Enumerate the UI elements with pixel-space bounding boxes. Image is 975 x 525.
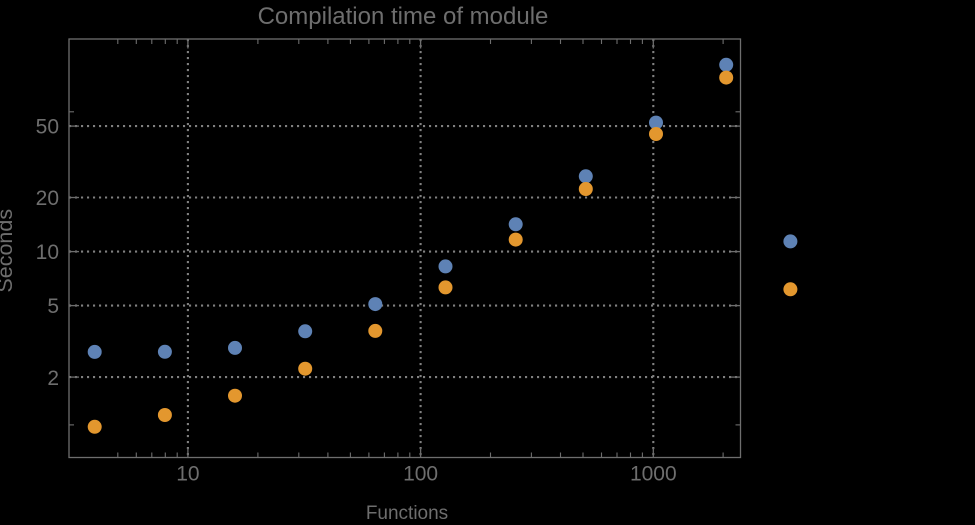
svg-text:1000: 1000 — [630, 463, 677, 486]
svg-text:20: 20 — [36, 187, 59, 210]
svg-text:5: 5 — [47, 295, 59, 318]
svg-text:Functions: Functions — [366, 503, 448, 524]
svg-text:Seconds: Seconds — [0, 209, 17, 293]
svg-text:10: 10 — [36, 241, 59, 264]
svg-text:2: 2 — [47, 367, 59, 390]
svg-text:10: 10 — [176, 463, 199, 486]
svg-text:50: 50 — [36, 116, 59, 139]
svg-text:Compilation time of module: Compilation time of module — [258, 3, 549, 30]
svg-text:100: 100 — [403, 463, 438, 486]
